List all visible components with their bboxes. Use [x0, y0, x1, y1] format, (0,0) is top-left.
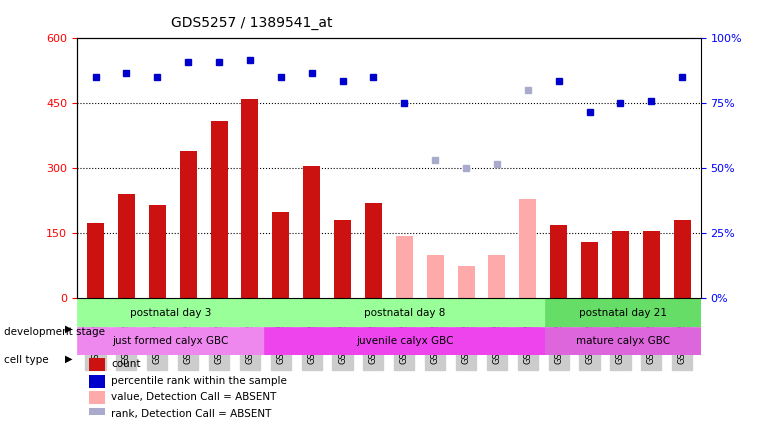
Text: juvenile calyx GBC: juvenile calyx GBC: [356, 336, 454, 346]
Text: mature calyx GBC: mature calyx GBC: [576, 336, 670, 346]
Bar: [89, 375, 105, 388]
Bar: [242, 99, 259, 299]
Text: rank, Detection Call = ABSENT: rank, Detection Call = ABSENT: [112, 409, 272, 419]
Text: count: count: [112, 359, 141, 369]
Bar: [334, 220, 351, 299]
Bar: [365, 203, 382, 299]
Bar: [581, 242, 598, 299]
Bar: [77, 299, 264, 327]
Bar: [87, 222, 104, 299]
Bar: [674, 220, 691, 299]
Bar: [612, 231, 629, 299]
Bar: [77, 327, 264, 355]
Text: GDS5257 / 1389541_at: GDS5257 / 1389541_at: [171, 16, 332, 30]
Text: cell type: cell type: [4, 355, 49, 365]
Bar: [89, 408, 105, 421]
Bar: [643, 231, 660, 299]
Bar: [519, 199, 536, 299]
Bar: [264, 299, 545, 327]
Bar: [545, 327, 701, 355]
Bar: [488, 255, 505, 299]
Text: postnatal day 8: postnatal day 8: [363, 308, 445, 318]
Text: development stage: development stage: [4, 327, 105, 337]
Text: just formed calyx GBC: just formed calyx GBC: [112, 336, 229, 346]
Text: ▶: ▶: [65, 354, 73, 364]
Bar: [149, 205, 166, 299]
Bar: [427, 255, 444, 299]
Text: value, Detection Call = ABSENT: value, Detection Call = ABSENT: [112, 392, 276, 402]
Bar: [179, 151, 196, 299]
Text: postnatal day 3: postnatal day 3: [130, 308, 211, 318]
Bar: [545, 299, 701, 327]
Bar: [303, 166, 320, 299]
Bar: [273, 212, 290, 299]
Bar: [118, 194, 135, 299]
Text: ▶: ▶: [65, 324, 73, 334]
Bar: [457, 266, 474, 299]
Text: postnatal day 21: postnatal day 21: [579, 308, 667, 318]
Bar: [89, 391, 105, 404]
Bar: [551, 225, 567, 299]
Bar: [89, 358, 105, 371]
Bar: [264, 327, 545, 355]
Bar: [396, 236, 413, 299]
Bar: [210, 121, 227, 299]
Text: percentile rank within the sample: percentile rank within the sample: [112, 376, 287, 386]
